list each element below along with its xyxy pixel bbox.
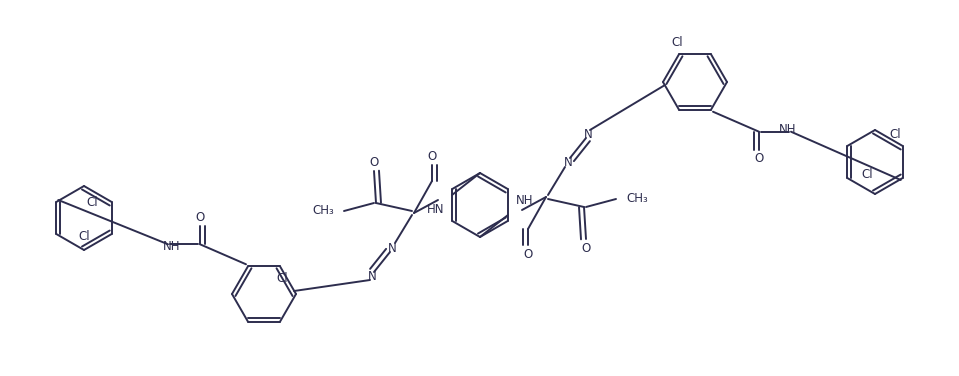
Text: O: O xyxy=(196,211,204,224)
Text: N: N xyxy=(387,241,396,255)
Text: Cl: Cl xyxy=(276,272,288,285)
Text: O: O xyxy=(524,247,532,261)
Text: Cl: Cl xyxy=(889,127,901,141)
Text: HN: HN xyxy=(427,203,444,216)
Text: Cl: Cl xyxy=(86,196,98,209)
Text: O: O xyxy=(755,152,763,165)
Text: O: O xyxy=(581,241,591,255)
Text: Cl: Cl xyxy=(671,36,683,49)
Text: NH: NH xyxy=(779,123,797,136)
Text: NH: NH xyxy=(516,194,533,207)
Text: NH: NH xyxy=(162,240,180,253)
Text: CH₃: CH₃ xyxy=(626,193,647,206)
Text: O: O xyxy=(369,156,379,168)
Text: O: O xyxy=(428,150,436,162)
Text: N: N xyxy=(584,127,593,141)
Text: N: N xyxy=(367,270,376,282)
Text: N: N xyxy=(564,156,573,168)
Text: Cl: Cl xyxy=(861,167,873,180)
Text: CH₃: CH₃ xyxy=(313,205,334,217)
Text: Cl: Cl xyxy=(79,229,90,243)
